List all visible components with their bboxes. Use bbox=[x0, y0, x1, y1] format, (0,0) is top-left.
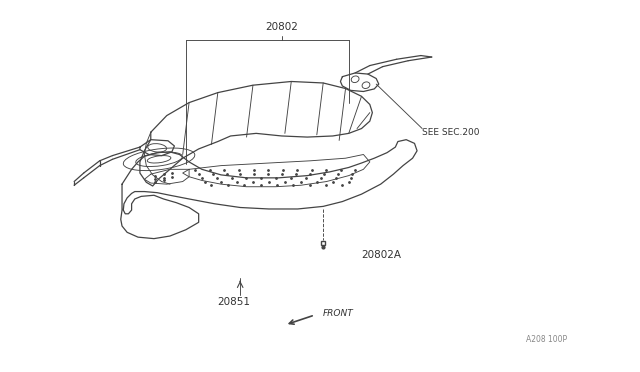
Text: SEE SEC.200: SEE SEC.200 bbox=[422, 128, 479, 137]
Text: 20802: 20802 bbox=[265, 22, 298, 32]
Text: 20802A: 20802A bbox=[362, 250, 401, 260]
Text: A208 100P: A208 100P bbox=[526, 334, 567, 343]
Text: 20851: 20851 bbox=[218, 297, 250, 307]
Text: FRONT: FRONT bbox=[323, 310, 354, 318]
